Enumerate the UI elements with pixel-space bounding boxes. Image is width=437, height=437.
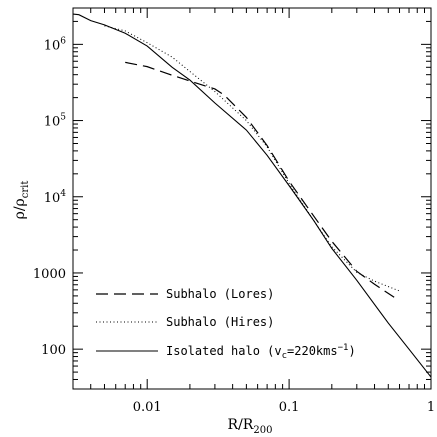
y-tick-label: 106 [44,36,67,53]
tick-marks [72,7,432,390]
x-axis-title-main: R/R [228,417,254,433]
legend-isolated-part2: =220kms [287,344,338,358]
legend-label-lores: Subhalo (Lores) [166,287,274,301]
series-group [72,13,432,378]
y-axis-title-sub: crit [20,181,31,199]
x-tick-label: 0.1 [279,400,300,415]
tick-labels: 0.01 0.1 1 100 1000 104 105 106 [33,36,435,415]
legend: Subhalo (Lores) Subhalo (Hires) Isolated… [96,287,356,361]
y-axis-title-main: ρ/ρ [12,198,28,219]
plot-frame [72,7,432,390]
series-line-hires [104,25,400,292]
y-tick-label: 1000 [33,267,66,282]
y-tick-label: 100 [41,343,66,358]
x-axis-title: R/R200 [228,417,273,436]
legend-isolated-sub: c [282,351,287,361]
legend-label-isolated: Isolated halo (vc=220kms−1) [166,343,356,361]
y-axis-title: ρ/ρcrit [12,181,31,220]
y-tick-label: 104 [44,189,67,206]
legend-isolated-part1: Isolated halo (v [166,344,282,358]
x-tick-label: 0.01 [133,400,162,415]
legend-isolated-end: ) [348,344,355,358]
legend-isolated-sup: −1 [338,343,349,353]
series-line-lores [125,61,395,298]
y-tick-label: 105 [44,113,67,130]
series-line-isolated [72,13,432,378]
x-axis-title-sub: 200 [253,425,272,436]
x-tick-label: 1 [427,400,435,415]
legend-label-hires: Subhalo (Hires) [166,315,274,329]
